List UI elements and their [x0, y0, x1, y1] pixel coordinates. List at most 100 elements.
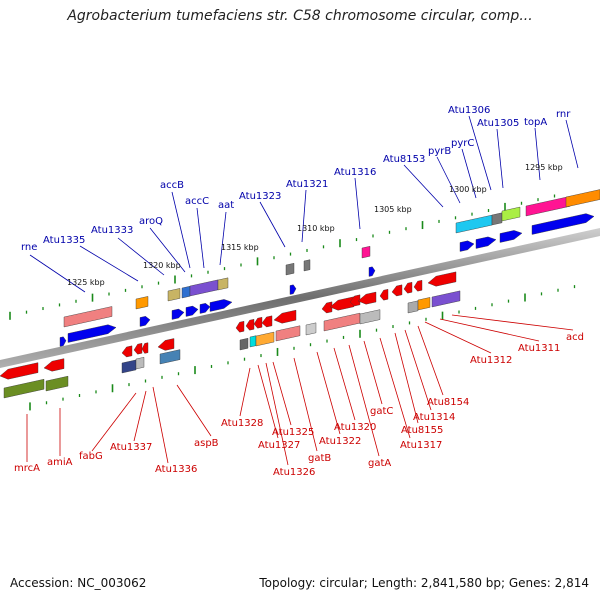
accession-text: Accession: NC_003062	[10, 576, 147, 590]
feature-block	[323, 312, 361, 332]
kbp-label: 1315 kbp	[221, 243, 259, 252]
feature-block	[135, 356, 145, 370]
forward-gene-arrow	[289, 284, 297, 295]
leader-line	[293, 357, 318, 452]
feature-block	[3, 378, 45, 399]
gene-label: Atu8153	[383, 154, 425, 165]
leader-line	[149, 227, 186, 273]
kbp-label: 1305 kbp	[374, 205, 412, 214]
gene-label: Atu1337	[110, 442, 152, 453]
gene-label: Atu1335	[43, 235, 85, 246]
gene-label: mrcA	[14, 463, 40, 474]
gene-label: Atu1325	[272, 427, 314, 438]
leader-line	[152, 386, 169, 464]
gene-label: Atu1321	[286, 179, 328, 190]
forward-gene-arrow	[209, 299, 233, 312]
leader-line	[133, 390, 147, 442]
feature-block	[431, 290, 461, 308]
gene-label: pyrB	[428, 146, 451, 157]
gene-label: Atu1314	[413, 412, 455, 423]
reverse-gene-arrow	[253, 316, 263, 329]
gene-label: Atu1311	[518, 343, 560, 354]
leader-line	[348, 344, 380, 457]
leader-line	[394, 332, 419, 424]
gene-label: Atu8155	[401, 425, 443, 436]
feature-block	[121, 359, 137, 374]
reverse-gene-arrow	[413, 279, 423, 292]
leader-line	[272, 361, 292, 426]
gene-label: Atu1305	[477, 118, 519, 129]
gene-label: aroQ	[139, 216, 163, 227]
leader-line	[565, 119, 579, 169]
reverse-gene-arrow	[329, 296, 355, 311]
leader-line	[239, 367, 251, 417]
feature-block	[249, 335, 257, 348]
feature-block	[255, 331, 275, 347]
leader-line	[534, 127, 541, 181]
kbp-label: 1300 kbp	[449, 185, 487, 194]
gene-label: pyrC	[451, 138, 474, 149]
reverse-gene-arrow	[379, 288, 389, 301]
leader-line	[316, 351, 341, 435]
leader-line	[461, 148, 477, 199]
leader-line	[451, 314, 574, 331]
leader-line	[417, 325, 444, 396]
forward-gene-arrow	[171, 308, 185, 320]
gene-label: Atu1316	[334, 167, 376, 178]
feature-block	[275, 325, 301, 342]
leader-line	[171, 191, 191, 269]
forward-gene-arrow	[459, 240, 475, 252]
forward-gene-arrow	[368, 266, 376, 277]
feature-block	[455, 214, 493, 234]
leader-line	[117, 237, 165, 276]
feature-block	[239, 337, 249, 351]
reverse-gene-arrow	[245, 318, 255, 331]
feature-block	[63, 306, 113, 328]
feature-block	[159, 349, 181, 365]
leader-line	[424, 321, 492, 354]
forward-gene-arrow	[475, 236, 497, 249]
forward-gene-arrow	[185, 305, 199, 317]
leader-line	[79, 245, 139, 282]
leader-line	[436, 156, 461, 204]
gene-label: Atu1320	[334, 422, 376, 433]
forward-gene-arrow	[67, 324, 117, 343]
kbp-label: 1320 kbp	[143, 261, 181, 270]
reverse-gene-arrow	[357, 291, 377, 305]
feature-block	[45, 375, 69, 392]
kbp-label: 1325 kbp	[67, 278, 105, 287]
leader-line	[468, 115, 492, 191]
leader-line	[176, 384, 212, 437]
leader-line	[404, 329, 432, 411]
feature-block	[491, 212, 503, 226]
reverse-gene-arrow	[121, 345, 133, 358]
reverse-gene-arrow	[273, 309, 297, 324]
leader-line	[257, 364, 279, 439]
reverse-gene-arrow	[403, 281, 413, 294]
reverse-gene-arrow	[261, 315, 273, 328]
leader-line	[265, 362, 289, 466]
leader-line	[219, 211, 227, 266]
gene-label: accB	[160, 180, 184, 191]
map-title: Agrobacterium tumefaciens str. C58 chrom…	[67, 8, 533, 24]
gene-label: Atu1326	[273, 467, 315, 478]
gene-label: Atu1322	[319, 436, 361, 447]
genes-layer	[0, 189, 600, 399]
gene-label: rne	[21, 242, 37, 253]
reverse-gene-arrow	[133, 342, 143, 355]
gene-label: Atu8154	[427, 397, 469, 408]
reverse-gene-arrow	[427, 271, 457, 287]
reverse-gene-arrow	[391, 284, 403, 297]
gene-label: Atu1336	[155, 464, 197, 475]
kbp-label: 1310 kbp	[297, 224, 335, 233]
feature-block	[359, 309, 381, 325]
forward-gene-arrow	[531, 213, 595, 235]
gene-label: aspB	[194, 438, 219, 449]
leader-line	[333, 347, 356, 421]
backbone	[0, 228, 600, 368]
feature-block	[501, 206, 521, 222]
feature-block	[181, 285, 191, 299]
feature-block	[417, 297, 431, 311]
feature-block	[167, 288, 181, 302]
gene-label: Atu1317	[400, 440, 442, 451]
